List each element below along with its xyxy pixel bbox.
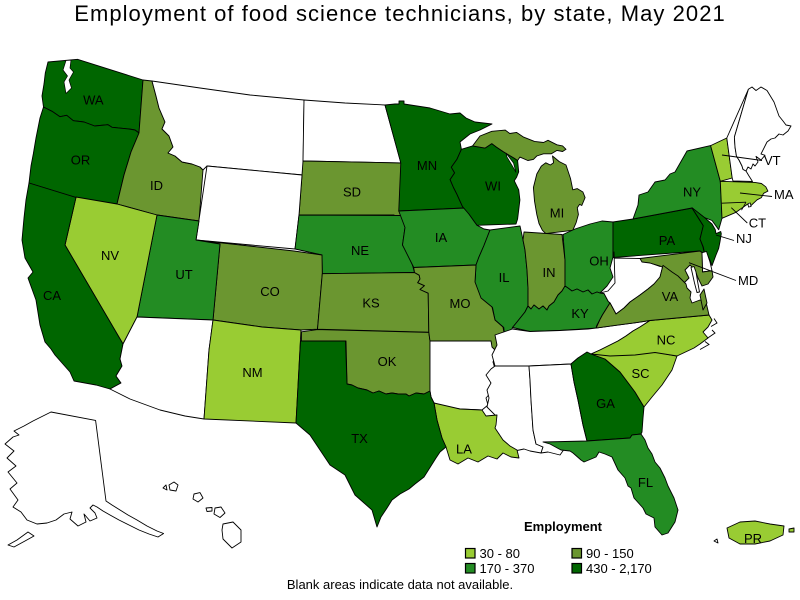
svg-text:VA: VA	[662, 289, 679, 304]
svg-text:TX: TX	[351, 431, 368, 446]
svg-text:NJ: NJ	[736, 231, 752, 246]
svg-text:NM: NM	[242, 365, 262, 380]
svg-text:NE: NE	[351, 243, 369, 258]
svg-text:KS: KS	[362, 296, 380, 311]
svg-text:FL: FL	[638, 475, 653, 490]
svg-text:MI: MI	[550, 206, 564, 221]
svg-text:430 - 2,170: 430 - 2,170	[586, 561, 652, 576]
svg-text:WI: WI	[485, 179, 501, 194]
svg-text:SD: SD	[343, 185, 361, 200]
svg-text:IN: IN	[543, 265, 556, 280]
svg-text:IA: IA	[435, 230, 448, 245]
svg-text:PA: PA	[659, 233, 676, 248]
svg-text:LA: LA	[456, 442, 472, 457]
svg-text:SC: SC	[631, 366, 649, 381]
svg-text:ID: ID	[150, 178, 163, 193]
svg-text:MD: MD	[738, 273, 758, 288]
svg-text:PR: PR	[744, 531, 762, 546]
svg-text:170 - 370: 170 - 370	[480, 561, 535, 576]
svg-text:Employment of food science tec: Employment of food science technicians, …	[74, 1, 726, 26]
svg-text:MO: MO	[450, 296, 471, 311]
svg-text:CT: CT	[749, 216, 766, 231]
svg-text:CO: CO	[260, 284, 280, 299]
svg-text:NV: NV	[101, 248, 119, 263]
svg-text:MN: MN	[417, 158, 437, 173]
svg-text:KY: KY	[571, 306, 589, 321]
svg-text:MA: MA	[774, 187, 794, 202]
svg-text:Blank areas indicate data not: Blank areas indicate data not available.	[287, 577, 513, 592]
svg-text:OR: OR	[71, 153, 91, 168]
svg-text:VT: VT	[764, 153, 781, 168]
svg-text:GA: GA	[596, 396, 615, 411]
svg-text:WA: WA	[83, 93, 104, 108]
svg-text:IL: IL	[499, 270, 510, 285]
svg-text:UT: UT	[175, 267, 192, 282]
svg-text:NY: NY	[683, 185, 701, 200]
svg-text:Employment: Employment	[524, 519, 603, 534]
svg-text:OK: OK	[378, 354, 397, 369]
svg-text:OH: OH	[589, 254, 609, 269]
svg-text:90 - 150: 90 - 150	[586, 546, 634, 561]
svg-text:CA: CA	[43, 288, 61, 303]
svg-text:NC: NC	[657, 333, 676, 348]
svg-text:30 - 80: 30 - 80	[480, 546, 520, 561]
